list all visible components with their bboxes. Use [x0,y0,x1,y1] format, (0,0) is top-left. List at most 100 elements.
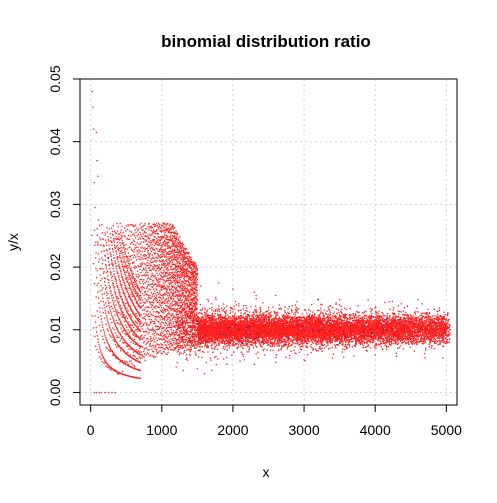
data-point [174,349,176,351]
data-point [124,316,126,319]
data-point [287,311,289,314]
data-point [178,348,180,350]
data-point [139,250,141,252]
data-point [389,338,392,340]
data-point [156,352,158,355]
data-point [115,232,118,234]
data-point [126,265,129,267]
data-point [320,319,322,322]
data-point [108,279,110,281]
data-point [389,340,391,342]
data-point [177,294,179,296]
data-point [144,231,146,233]
data-point [273,342,276,344]
data-point [135,329,137,331]
data-point [187,294,190,296]
data-point [148,229,150,231]
data-point [178,316,180,318]
data-point [121,370,124,373]
data-point [106,305,108,308]
data-point [123,251,125,254]
data-point [158,299,161,301]
data-point [133,240,136,243]
data-point [184,323,187,325]
data-point [206,315,208,318]
data-point [194,327,196,329]
data-point [146,331,148,333]
data-point [155,350,158,352]
data-point [147,284,149,286]
data-point [164,300,166,302]
data-point [184,288,186,290]
data-point [91,315,93,317]
data-point [156,292,159,294]
data-point [189,315,191,318]
data-point [162,272,164,274]
data-point [165,327,168,329]
data-point [117,373,120,375]
data-point [138,266,140,268]
data-point [218,332,220,334]
data-point [237,333,239,335]
data-point [134,224,137,226]
data-point [281,346,283,348]
data-point [185,319,188,322]
data-point [242,316,245,319]
data-point [173,286,176,288]
data-point [156,265,158,267]
data-point [102,259,104,261]
data-point [174,337,177,339]
data-point [314,337,316,339]
data-point [155,316,158,319]
data-point [181,340,183,342]
data-point [218,323,221,325]
data-point [130,360,132,362]
data-point [107,238,109,241]
data-point [298,329,300,332]
data-point [139,278,142,281]
data-point [181,285,183,287]
data-point [240,312,242,314]
data-point [179,299,181,301]
data-point [193,329,196,331]
data-point [140,335,142,337]
data-point [102,338,104,340]
data-point [138,275,141,277]
data-point [152,356,155,358]
data-point [288,321,291,324]
data-point [185,310,188,312]
data-point [189,329,192,331]
data-point [303,316,306,319]
data-point [164,322,167,324]
data-point [134,292,137,295]
data-point [158,296,160,299]
data-point [159,332,162,335]
data-point [184,338,187,341]
data-point [176,294,178,296]
data-point [333,311,335,313]
data-point [133,291,135,293]
data-point [256,319,258,321]
data-point [181,303,184,306]
data-point [178,302,180,304]
data-point [171,324,173,327]
data-point [169,279,172,281]
data-point [235,316,238,318]
data-point [253,321,256,323]
data-point [137,246,139,248]
data-point [187,322,189,324]
data-point [149,344,151,346]
data-point [144,334,146,337]
data-point [190,346,192,349]
data-point [124,360,126,363]
data-point [150,291,153,294]
data-point [147,353,150,355]
data-point [149,283,152,285]
data-point [271,324,273,327]
data-point [188,314,191,316]
data-point [322,320,325,322]
data-point [192,316,194,318]
data-point [188,299,190,302]
data-point [163,351,166,353]
data-point [176,273,178,276]
